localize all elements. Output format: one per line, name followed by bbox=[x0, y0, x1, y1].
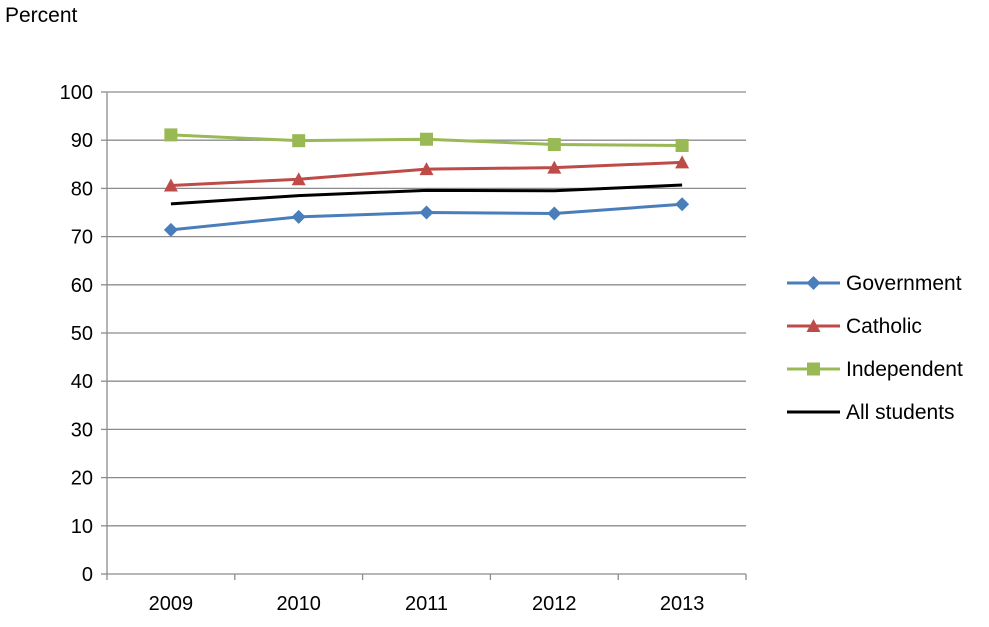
data-point-catholic bbox=[163, 178, 178, 192]
x-tick-label: 2009 bbox=[149, 593, 194, 615]
legend-swatch-marker bbox=[806, 319, 821, 332]
y-tick-label: 70 bbox=[71, 227, 93, 249]
legend-swatch-marker bbox=[806, 276, 821, 290]
x-tick-label: 2013 bbox=[660, 593, 705, 615]
data-point-catholic bbox=[675, 155, 690, 169]
series-all-students bbox=[170, 183, 683, 206]
data-point-independent bbox=[547, 138, 561, 152]
data-point-catholic bbox=[419, 162, 434, 176]
y-tick-label: 40 bbox=[71, 371, 93, 393]
legend-item-all-students: All students bbox=[787, 401, 955, 424]
data-point-independent bbox=[420, 132, 433, 146]
y-tick-label: 90 bbox=[71, 130, 93, 152]
legend: Government Catholic Independent All student… bbox=[787, 272, 963, 424]
legend-item-government: Government bbox=[787, 272, 962, 295]
y-tick-label: 100 bbox=[60, 82, 93, 104]
data-point-catholic bbox=[547, 160, 562, 174]
y-tick-label: 60 bbox=[71, 275, 93, 297]
series-group bbox=[163, 128, 690, 237]
data-point-catholic bbox=[291, 172, 306, 186]
y-tick-label: 80 bbox=[71, 178, 93, 200]
x-tick-label: 2010 bbox=[276, 593, 321, 615]
data-point-government bbox=[675, 197, 690, 212]
x-tick-labels: 2009 2010 2011 2012 2013 bbox=[149, 593, 705, 615]
series-line-all-students bbox=[170, 183, 683, 206]
data-point-independent bbox=[675, 139, 689, 153]
data-point-government bbox=[163, 222, 178, 237]
legend-item-catholic: Catholic bbox=[787, 315, 922, 338]
legend-label: All students bbox=[846, 401, 955, 424]
y-tick-label: 30 bbox=[71, 419, 93, 441]
axes bbox=[101, 91, 747, 580]
y-tick-label: 50 bbox=[71, 323, 93, 345]
data-point-independent bbox=[164, 128, 178, 142]
legend-label: Catholic bbox=[846, 315, 922, 338]
series-catholic bbox=[163, 155, 690, 192]
gridlines bbox=[107, 91, 746, 527]
y-tick-label: 0 bbox=[82, 564, 93, 586]
y-tick-label: 20 bbox=[71, 468, 93, 490]
data-point-government bbox=[547, 206, 562, 221]
data-point-government bbox=[419, 205, 434, 220]
y-tick-label: 10 bbox=[71, 516, 93, 538]
legend-label: Independent bbox=[846, 358, 963, 381]
y-tick-labels: 0 10 20 30 40 50 60 70 80 90 100 bbox=[60, 82, 93, 586]
legend-item-independent: Independent bbox=[787, 358, 963, 381]
y-axis-title: Percent bbox=[5, 4, 78, 27]
series-government bbox=[163, 197, 690, 237]
legend-swatch-marker bbox=[807, 362, 820, 376]
data-point-government bbox=[291, 209, 306, 224]
x-tick-label: 2011 bbox=[405, 593, 448, 615]
data-point-independent bbox=[292, 134, 306, 148]
x-tick-label: 2012 bbox=[532, 593, 577, 615]
series-independent bbox=[164, 128, 689, 153]
legend-label: Government bbox=[846, 272, 962, 295]
